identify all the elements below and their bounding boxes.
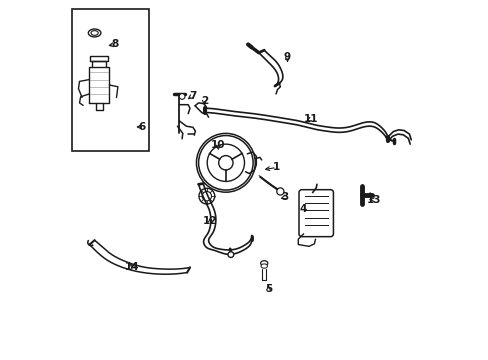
- Ellipse shape: [91, 31, 98, 35]
- Text: 14: 14: [125, 262, 140, 272]
- Circle shape: [179, 94, 184, 99]
- Text: 13: 13: [366, 195, 380, 205]
- Bar: [89, 67, 109, 103]
- Circle shape: [218, 156, 233, 170]
- FancyBboxPatch shape: [298, 190, 333, 237]
- Text: 6: 6: [139, 122, 145, 132]
- Text: 1: 1: [273, 162, 280, 172]
- Text: 7: 7: [188, 91, 196, 101]
- Circle shape: [276, 188, 284, 195]
- Text: 10: 10: [211, 140, 225, 150]
- Text: 3: 3: [281, 192, 288, 202]
- Ellipse shape: [88, 29, 101, 37]
- Ellipse shape: [260, 261, 267, 266]
- Bar: [72, 9, 148, 150]
- Ellipse shape: [261, 264, 267, 268]
- Text: 4: 4: [299, 204, 307, 215]
- Text: 11: 11: [303, 114, 317, 124]
- Text: 9: 9: [284, 52, 290, 62]
- Text: 12: 12: [203, 216, 217, 226]
- Text: 8: 8: [111, 40, 118, 49]
- Circle shape: [227, 252, 233, 257]
- Text: 2: 2: [200, 96, 207, 106]
- Text: 5: 5: [264, 284, 272, 294]
